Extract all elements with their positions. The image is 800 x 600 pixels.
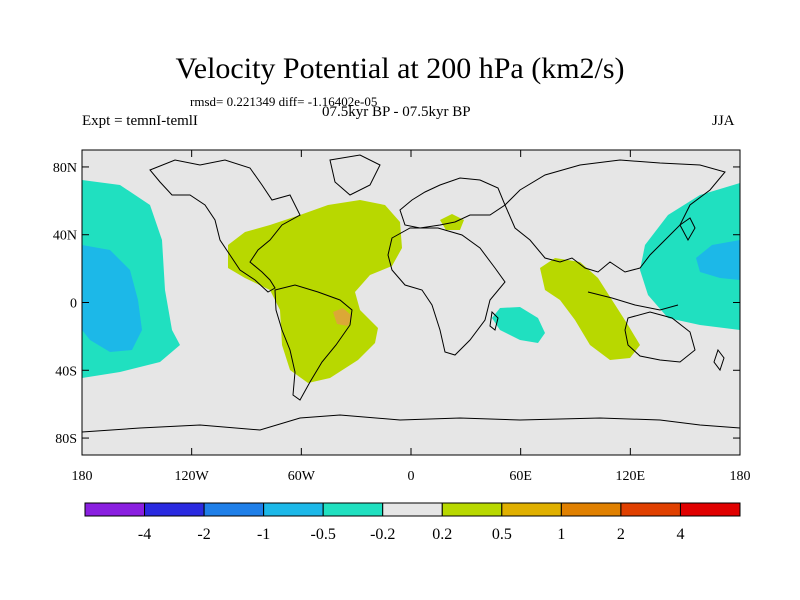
colorbar-label: 0.2 [432, 526, 452, 543]
coastline-australia [624, 311, 696, 363]
coastline-south-america [274, 284, 353, 401]
colorbar-label: -1 [257, 526, 270, 543]
colorbar-label: -0.5 [311, 526, 336, 543]
lon-label: 0 [408, 469, 415, 484]
lon-label: 120E [616, 469, 646, 484]
colorbar-box [501, 502, 562, 517]
colorbar-label: 0.5 [492, 526, 512, 543]
colorbar-box [203, 502, 265, 517]
contour-brazil-pos-mid [333, 308, 352, 326]
colorbar-box [560, 502, 622, 517]
axis-labels: 80N 40N 0 40S 80S 180 120W 60W 0 60E 120E 180 [53, 161, 751, 484]
lon-label: 180 [72, 469, 93, 484]
lon-label: 60W [288, 469, 316, 484]
lon-label: 120W [175, 469, 210, 484]
axis-ticks [81, 150, 741, 455]
coastline-greenland [329, 154, 381, 196]
colorbar-label: 2 [617, 526, 625, 543]
colorbar-label: 1 [557, 526, 565, 543]
lon-label: 180 [730, 469, 751, 484]
colorbar-box [679, 502, 741, 517]
contour-west-pacific-neg-mid [696, 240, 740, 280]
contour-east-pacific-neg-mid [82, 245, 142, 352]
lat-label: 0 [70, 297, 77, 312]
lat-label: 40S [55, 364, 77, 379]
coastline-antarctica [82, 414, 740, 433]
map-background [82, 150, 740, 455]
coastline-madagascar [489, 310, 499, 331]
colorbar-box [620, 502, 681, 517]
coastlines [82, 154, 740, 433]
colorbar-box [382, 502, 443, 517]
colorbar [84, 502, 741, 517]
stats-text: rmsd= 0.221349 diff= -1.16402e-05 [190, 94, 378, 109]
colorbar-box [441, 502, 503, 517]
colorbar-labels: -4 -2 -1 -0.5 -0.2 0.2 0.5 1 2 4 [138, 526, 685, 543]
period-label: 07.5kyr BP - 07.5kyr BP [322, 104, 471, 120]
coastline-japan [679, 217, 696, 242]
contour-maritime-pos [540, 258, 640, 360]
lat-label: 40N [53, 229, 77, 244]
colorbar-box [84, 502, 146, 517]
lon-label: 60E [509, 469, 532, 484]
colorbar-label: -2 [197, 526, 210, 543]
season-label: JJA [712, 113, 735, 129]
coastline-asia [504, 159, 726, 273]
contour-mediterranean-pos [440, 214, 464, 230]
colorbar-box [322, 502, 384, 517]
colorbar-box [263, 502, 324, 517]
experiment-label: Expt = temnI-temlI [82, 113, 198, 129]
lat-label: 80N [53, 161, 77, 176]
contour-west-pacific-neg [640, 183, 740, 330]
colorbar-box [144, 502, 205, 517]
colorbar-label: -0.2 [370, 526, 395, 543]
coastline-north-america [149, 159, 301, 293]
colorbar-label: -4 [138, 526, 151, 543]
coastline-indonesia [587, 291, 679, 311]
plot-title: Velocity Potential at 200 hPa (km2/s) [175, 52, 625, 85]
coastline-new-zealand [713, 348, 725, 372]
colorbar-label: 4 [676, 526, 684, 543]
coastline-africa [387, 227, 506, 356]
lat-label: 80S [55, 432, 77, 447]
contour-indian-neg [492, 307, 545, 343]
